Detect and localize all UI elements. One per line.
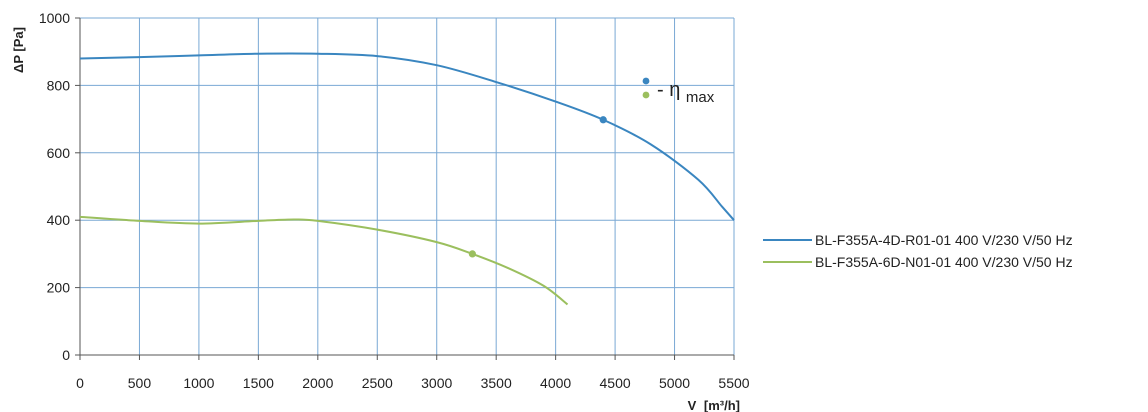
max-efficiency-points xyxy=(468,116,607,258)
max-efficiency-point-0 xyxy=(599,116,607,124)
x-axis-title-unit: [m³/h] xyxy=(704,398,740,412)
x-tick-label: 3500 xyxy=(481,375,512,391)
y-tick-labels: 0 200 400 600 800 1000 xyxy=(39,10,70,363)
eta-max-label: - η max xyxy=(657,79,715,106)
x-tick-label: 2500 xyxy=(362,375,393,391)
x-tick-label: 4500 xyxy=(600,375,631,391)
legend: BL-F355A-4D-R01-01 400 V/230 V/50 Hz BL-… xyxy=(763,232,1073,270)
eta-max-prefix: - η xyxy=(657,79,680,101)
max-efficiency-point-1 xyxy=(468,250,476,258)
x-tick-label: 5500 xyxy=(718,375,749,391)
grid xyxy=(79,17,735,356)
eta-max-annotation: - η max xyxy=(642,77,715,106)
y-axis-title: ΔP [Pa] xyxy=(11,27,26,73)
axes xyxy=(75,17,735,360)
legend-label-6d-n01: BL-F355A-6D-N01-01 400 V/230 V/50 Hz xyxy=(815,254,1073,270)
eta-max-subscript: max xyxy=(686,89,715,106)
series-line-1 xyxy=(79,215,569,306)
y-tick-label: 1000 xyxy=(39,10,70,26)
x-axis-title: V [m³/h] xyxy=(688,398,740,412)
x-axis-title-main: V xyxy=(688,398,697,412)
x-tick-label: 5000 xyxy=(659,375,690,391)
x-tick-label: 500 xyxy=(128,375,152,391)
x-tick-label: 1500 xyxy=(243,375,274,391)
y-tick-label: 400 xyxy=(47,212,71,228)
y-tick-label: 0 xyxy=(62,347,70,363)
eta-marker-dot-green xyxy=(642,91,650,99)
legend-label-4d-r01: BL-F355A-4D-R01-01 400 V/230 V/50 Hz xyxy=(815,232,1073,248)
series-line-0 xyxy=(79,52,735,221)
x-tick-label: 2000 xyxy=(302,375,333,391)
x-tick-labels: 0 500 1000 1500 2000 2500 3000 3500 4000 4500 5000… xyxy=(76,375,750,391)
x-tick-label: 1000 xyxy=(183,375,214,391)
y-tick-label: 800 xyxy=(47,77,71,93)
series-layer xyxy=(79,52,735,306)
y-tick-label: 200 xyxy=(47,280,71,296)
eta-marker-dot-blue xyxy=(642,77,650,85)
x-tick-label: 4000 xyxy=(540,375,571,391)
x-tick-label: 0 xyxy=(76,375,84,391)
y-tick-label: 600 xyxy=(47,145,71,161)
x-tick-label: 3000 xyxy=(421,375,452,391)
